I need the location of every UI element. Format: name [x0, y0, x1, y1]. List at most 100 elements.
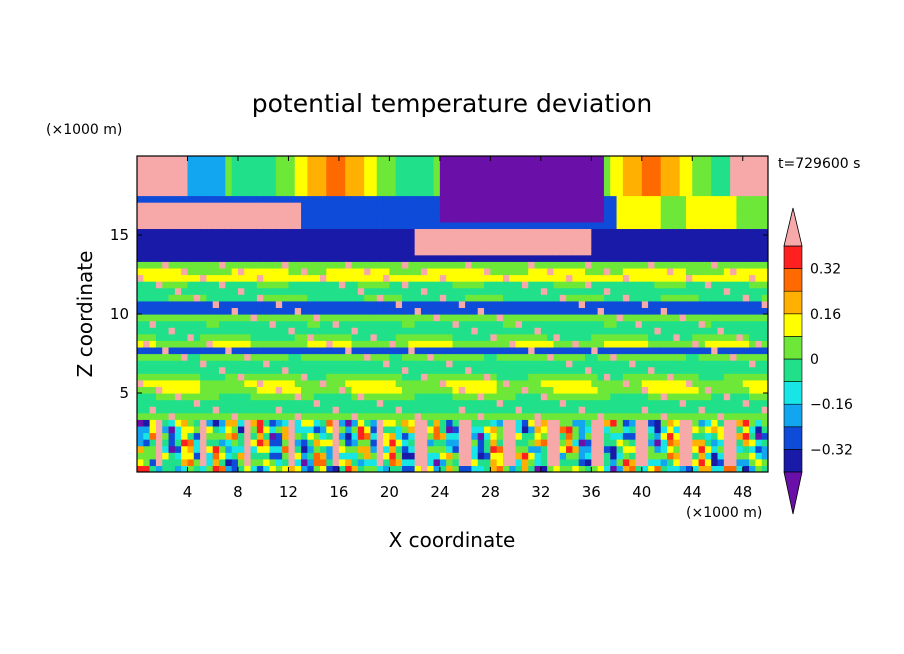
heatmap-cell: [761, 202, 768, 210]
heatmap-cell: [181, 162, 189, 170]
heatmap-cell: [345, 373, 353, 381]
heatmap-cell: [502, 300, 510, 309]
heatmap-cell: [616, 406, 624, 414]
heatmap-cell: [761, 360, 768, 368]
heatmap-cell: [420, 373, 428, 381]
heatmap-cell: [237, 393, 245, 401]
heatmap-cell: [704, 261, 712, 269]
heatmap-cell: [685, 254, 693, 262]
heatmap-cell: [547, 393, 555, 401]
heatmap-cell: [250, 182, 258, 190]
heatmap-cell: [263, 195, 271, 203]
colorbar-tick-label: 0.32: [810, 262, 841, 278]
heatmap-cell: [673, 248, 681, 256]
heatmap-cell: [414, 294, 422, 302]
heatmap-cell: [547, 182, 555, 190]
heatmap-cell: [484, 169, 491, 177]
heatmap-cell: [155, 162, 163, 170]
heatmap-cell: [648, 287, 656, 295]
heatmap-cell: [219, 406, 226, 414]
heatmap-cell: [749, 228, 756, 236]
heatmap-cell: [414, 195, 422, 203]
heatmap-cell: [540, 353, 548, 361]
heatmap-cell: [629, 267, 637, 276]
heatmap-cell: [319, 267, 327, 276]
heatmap-cell: [446, 254, 454, 262]
heatmap-cell: [174, 162, 182, 170]
heatmap-cell: [212, 287, 220, 295]
heatmap-cell: [465, 432, 473, 440]
heatmap-cell: [389, 307, 397, 315]
heatmap-cell: [244, 333, 252, 341]
heatmap-cell: [521, 425, 529, 434]
heatmap-cell: [730, 241, 738, 249]
heatmap-cell: [534, 314, 542, 322]
heatmap-cell: [345, 228, 353, 236]
heatmap-cell: [162, 188, 170, 197]
heatmap-cell: [231, 366, 239, 374]
heatmap-cell: [648, 235, 656, 243]
heatmap-cell: [736, 419, 744, 427]
heatmap-cell: [408, 458, 416, 467]
heatmap-cell: [275, 307, 283, 315]
heatmap-cell: [402, 208, 409, 216]
heatmap-cell: [742, 379, 750, 388]
heatmap-cell: [351, 274, 359, 282]
heatmap-cell: [263, 458, 271, 467]
chart-title: potential temperature deviation: [252, 89, 652, 118]
heatmap-cell: [749, 445, 756, 453]
heatmap-cell: [477, 399, 485, 407]
heatmap-cell: [534, 169, 542, 177]
heatmap-cell: [654, 340, 662, 348]
heatmap-cell: [414, 267, 422, 276]
heatmap-cell: [143, 386, 151, 394]
heatmap-cell: [338, 393, 346, 401]
heatmap-cell: [143, 202, 151, 210]
heatmap-cell: [597, 346, 605, 355]
heatmap-cell: [212, 465, 220, 472]
heatmap-cell: [219, 228, 226, 236]
heatmap-cell: [616, 294, 624, 302]
heatmap-cell: [622, 458, 630, 467]
heatmap-cell: [332, 281, 340, 289]
heatmap-cell: [338, 267, 346, 276]
heatmap-cell: [704, 432, 712, 440]
heatmap-cell: [717, 452, 725, 460]
heatmap-cell: [357, 156, 365, 164]
heatmap-cell: [282, 379, 290, 388]
heatmap-cell: [566, 248, 573, 256]
heatmap-cell: [143, 406, 151, 414]
heatmap-cell: [326, 182, 334, 190]
heatmap-cell: [357, 314, 365, 322]
heatmap-cell: [212, 307, 220, 315]
heatmap-cell: [742, 235, 750, 243]
heatmap-cell: [212, 419, 220, 427]
colorbar-segment: [783, 268, 803, 292]
heatmap-cell: [711, 175, 719, 183]
heatmap-cell: [685, 182, 693, 190]
heatmap-cell: [679, 208, 687, 216]
heatmap-cell: [452, 445, 460, 453]
heatmap-cell: [231, 406, 239, 414]
heatmap-cell: [237, 287, 245, 295]
x-tick-label: 44: [683, 483, 702, 501]
heatmap-cell: [610, 393, 618, 401]
heatmap-cell: [471, 294, 479, 302]
heatmap-cell: [547, 156, 555, 164]
heatmap-cell: [540, 425, 548, 434]
heatmap-cell: [263, 386, 271, 394]
heatmap-cell: [761, 175, 768, 183]
heatmap-cell: [137, 281, 144, 289]
heatmap-cell: [206, 274, 214, 282]
heatmap-cell: [585, 393, 592, 401]
heatmap-cell: [420, 195, 428, 203]
heatmap-cell: [585, 202, 592, 210]
heatmap-cell: [307, 373, 315, 381]
heatmap-cell: [282, 458, 290, 467]
heatmap-cell: [219, 287, 226, 295]
heatmap-cell: [446, 399, 454, 407]
heatmap-cell: [458, 175, 466, 183]
heatmap-cell: [484, 373, 491, 381]
heatmap-cell: [458, 366, 466, 374]
heatmap-cell: [502, 215, 510, 223]
